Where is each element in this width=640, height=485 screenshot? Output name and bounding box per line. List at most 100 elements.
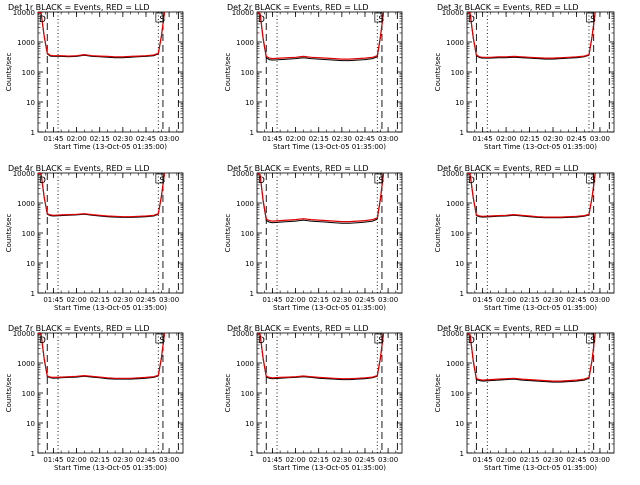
box-label-s: S <box>378 15 384 25</box>
y-tick-label: 1000 <box>17 39 35 47</box>
x-tick-label: 02:45 <box>136 135 156 143</box>
x-axis-label: Start Time (13-Oct-05 01:35:00) <box>484 464 597 472</box>
x-tick-label: 02:45 <box>136 296 156 304</box>
x-tick-label: 02:00 <box>285 135 305 143</box>
y-tick-label: 10000 <box>442 330 464 338</box>
plot-frame <box>37 332 184 454</box>
box-marker <box>586 12 594 23</box>
y-tick-label: 10000 <box>13 9 35 17</box>
y-tick-label: 100 <box>22 69 35 77</box>
y-tick-label: 10000 <box>232 9 254 17</box>
x-tick-label: 02:45 <box>136 456 156 464</box>
box-marker <box>586 173 594 184</box>
detector-panel: Det 8r BLACK = Events, RED = LLD 1 10 100 10… <box>224 324 403 472</box>
x-tick-label: 02:45 <box>355 296 375 304</box>
lld-series-line <box>466 11 596 59</box>
box-marker <box>155 333 164 344</box>
y-tick-label: 10000 <box>442 9 464 17</box>
detector-panel: Det 9r BLACK = Events, RED = LLD 1 10 100 10… <box>434 324 615 472</box>
y-tick-label: 10 <box>455 420 464 428</box>
x-tick-label: 02:30 <box>332 456 352 464</box>
box-label-d: D <box>258 336 265 346</box>
box-label-d: D <box>258 176 265 186</box>
y-tick-label: 1000 <box>446 39 464 47</box>
detector-panel: Det 6r BLACK = Events, RED = LLD 1 10 100 10… <box>434 164 615 312</box>
box-label-d: D <box>468 336 475 346</box>
x-tick-label: 01:45 <box>43 456 63 464</box>
y-tick-label: 10000 <box>232 170 254 178</box>
panel-title: Det 2r BLACK = Events, RED = LLD <box>227 3 369 12</box>
y-tick-label: 1000 <box>446 360 464 368</box>
plot-frame <box>466 11 615 133</box>
x-tick-label: 02:30 <box>113 456 133 464</box>
x-tick-label: 03:00 <box>378 296 398 304</box>
y-tick-label: 1000 <box>446 200 464 208</box>
lld-series-line <box>466 172 596 218</box>
box-marker <box>374 173 383 184</box>
y-tick-label: 10000 <box>13 330 35 338</box>
events-series-line <box>256 333 384 381</box>
panel-title: Det 9r BLACK = Events, RED = LLD <box>437 324 579 333</box>
box-label-d: D <box>39 15 46 25</box>
plot-frame <box>37 172 184 294</box>
lld-series-line <box>37 172 166 218</box>
x-tick-label: 02:00 <box>66 135 86 143</box>
x-tick-label: 03:00 <box>590 456 610 464</box>
panel-title: Det 1r BLACK = Events, RED = LLD <box>8 3 150 12</box>
y-tick-label: 1000 <box>17 200 35 208</box>
x-axis-label: Start Time (13-Oct-05 01:35:00) <box>484 143 597 151</box>
y-tick-label: 10000 <box>442 170 464 178</box>
events-series-line <box>466 333 596 383</box>
y-tick-label: 1 <box>250 129 254 137</box>
x-tick-label: 01:45 <box>473 456 493 464</box>
lld-series-line <box>466 332 596 382</box>
x-tick-label: 02:15 <box>90 135 110 143</box>
panel-title: Det 3r BLACK = Events, RED = LLD <box>437 3 579 12</box>
lld-series-line <box>37 11 166 58</box>
x-axis-label: Start Time (13-Oct-05 01:35:00) <box>54 464 167 472</box>
y-tick-label: 100 <box>241 230 254 238</box>
x-tick-label: 02:00 <box>496 135 516 143</box>
x-tick-label: 02:30 <box>332 296 352 304</box>
x-tick-label: 02:30 <box>113 135 133 143</box>
x-tick-label: 01:45 <box>262 456 282 464</box>
y-tick-label: 10 <box>455 260 464 268</box>
x-tick-label: 02:45 <box>566 456 586 464</box>
y-tick-label: 10000 <box>13 170 35 178</box>
y-axis-label: Counts/sec <box>5 214 13 253</box>
events-series-line <box>37 333 165 380</box>
y-tick-label: 1000 <box>17 360 35 368</box>
x-tick-label: 02:00 <box>66 296 86 304</box>
x-tick-label: 02:15 <box>519 456 539 464</box>
box-marker <box>586 333 594 344</box>
x-axis-label: Start Time (13-Oct-05 01:35:00) <box>54 143 167 151</box>
plot-frame <box>256 172 403 294</box>
y-tick-label: 1000 <box>236 360 254 368</box>
box-marker <box>155 173 164 184</box>
box-label-s: S <box>590 176 596 186</box>
events-series-line <box>37 12 165 59</box>
lld-series-line <box>37 332 166 379</box>
x-tick-label: 02:15 <box>519 296 539 304</box>
panel-title: Det 4r BLACK = Events, RED = LLD <box>8 164 150 173</box>
x-tick-label: 02:45 <box>566 135 586 143</box>
box-label-s: S <box>159 336 165 346</box>
box-label-s: S <box>590 336 596 346</box>
y-axis-label: Counts/sec <box>5 374 13 413</box>
detector-panel: Det 3r BLACK = Events, RED = LLD 1 10 100 10… <box>434 3 615 151</box>
detector-panel: Det 4r BLACK = Events, RED = LLD 1 10 100 10… <box>5 164 184 312</box>
detector-panel: Det 2r BLACK = Events, RED = LLD 1 10 100 10… <box>224 3 403 151</box>
x-axis-label: Start Time (13-Oct-05 01:35:00) <box>484 304 597 312</box>
y-axis-label: Counts/sec <box>224 53 232 92</box>
x-axis-label: Start Time (13-Oct-05 01:35:00) <box>273 143 386 151</box>
detector-panel: Det 7r BLACK = Events, RED = LLD 1 10 100 10… <box>5 324 184 472</box>
x-tick-label: 02:15 <box>309 296 329 304</box>
x-tick-label: 01:45 <box>473 135 493 143</box>
x-tick-label: 01:45 <box>473 296 493 304</box>
y-axis-label: Counts/sec <box>224 214 232 253</box>
y-tick-label: 1000 <box>236 200 254 208</box>
y-tick-label: 100 <box>451 230 464 238</box>
x-tick-label: 02:15 <box>90 456 110 464</box>
